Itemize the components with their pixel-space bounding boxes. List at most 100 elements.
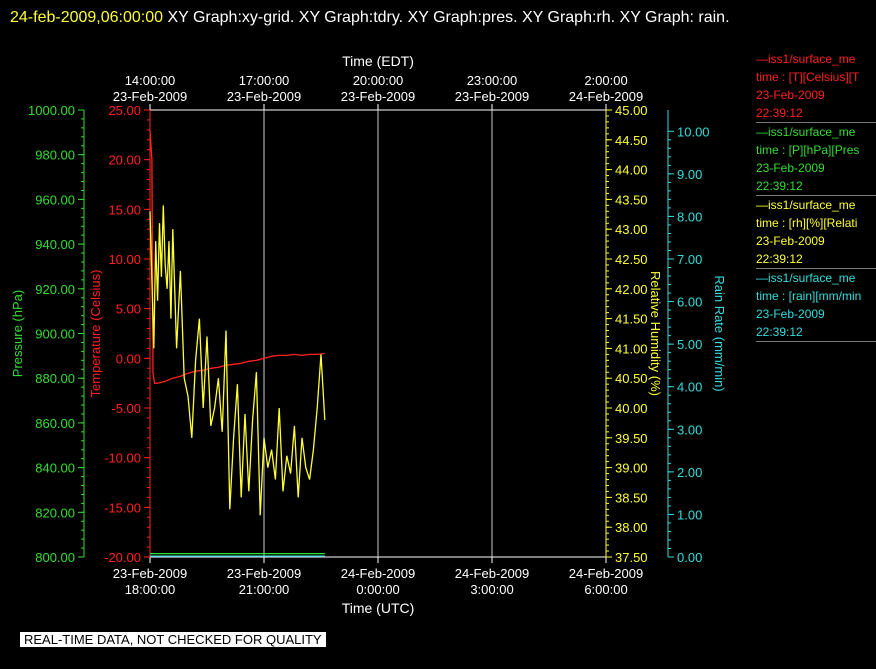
y-tick-label: 42.50	[615, 252, 648, 267]
x-top-tick-date: 23-Feb-2009	[341, 89, 415, 104]
series-line-rh	[149, 205, 326, 516]
x-top-tick-time: 23:00:00	[467, 73, 518, 88]
x-top-tick-time: 14:00:00	[125, 73, 176, 88]
x-top-tick-time: 17:00:00	[239, 73, 290, 88]
y-tick-label: 980.00	[35, 148, 75, 163]
y-tick-label: 44.00	[615, 163, 648, 178]
y-tick-label: 0.00	[677, 550, 702, 565]
y-tick-label: 40.50	[615, 371, 648, 386]
y-tick-label: 40.00	[615, 401, 648, 416]
y-tick-label: 7.00	[677, 252, 702, 267]
y-axis-label: Temperature (Celsius)	[88, 270, 103, 398]
y-tick-label: 880.00	[35, 371, 75, 386]
title-timestamp: 24-feb-2009,06:00:00	[10, 9, 164, 26]
y-tick-label: 39.50	[615, 431, 648, 446]
y-tick-label: -15.00	[104, 500, 141, 515]
y-tick-label: 920.00	[35, 282, 75, 297]
legend-line: time : [rain][mm/min	[756, 289, 862, 303]
x-top-tick-time: 20:00:00	[353, 73, 404, 88]
x-top-tick-time: 2:00:00	[584, 73, 627, 88]
y-tick-label: -10.00	[104, 451, 141, 466]
legend-line: 23-Feb-2009	[756, 88, 825, 102]
y-axis-label: Rain Rate (mm/min)	[712, 275, 727, 391]
x-bottom-tick-date: 24-Feb-2009	[341, 566, 415, 581]
x-top-tick-date: 24-Feb-2009	[569, 89, 643, 104]
series-line-tdry	[149, 129, 325, 384]
y-tick-label: 5.00	[116, 302, 141, 317]
legend-line: 22:39:12	[756, 179, 803, 193]
x-top-tick-date: 23-Feb-2009	[455, 89, 529, 104]
legend-line: time : [rh][%][Relati	[756, 216, 858, 230]
y-tick-label: 41.50	[615, 312, 648, 327]
y-tick-label: 42.00	[615, 282, 648, 297]
y-tick-label: 840.00	[35, 461, 75, 476]
y-axis-label: Relative Humidity (%)	[648, 271, 663, 396]
y-axis-label: Pressure (hPa)	[10, 290, 25, 377]
x-bottom-tick-time: 3:00:00	[470, 582, 513, 597]
y-tick-label: 38.00	[615, 520, 648, 535]
y-tick-label: 1.00	[677, 507, 702, 522]
y-tick-label: 1000.00	[28, 103, 75, 118]
y-tick-label: -5.00	[111, 401, 141, 416]
y-tick-label: 15.00	[108, 202, 141, 217]
legend-line: 23-Feb-2009	[756, 161, 825, 175]
y-tick-label: 0.00	[116, 351, 141, 366]
x-bottom-tick-date: 24-Feb-2009	[569, 566, 643, 581]
legend-line: 22:39:12	[756, 106, 803, 120]
y-tick-label: 900.00	[35, 327, 75, 342]
title-text: XY Graph:xy-grid. XY Graph:tdry. XY Grap…	[167, 9, 730, 26]
y-tick-label: 44.50	[615, 133, 648, 148]
graph-title: 24-feb-2009,06:00:00 XY Graph:xy-grid. X…	[10, 4, 750, 32]
legend-line: 22:39:12	[756, 325, 803, 339]
y-tick-label: 25.00	[108, 103, 141, 118]
x-top-tick-date: 23-Feb-2009	[227, 89, 301, 104]
x-bottom-axis-label: Time (UTC)	[342, 600, 415, 616]
x-top-axis-label: Time (EDT)	[342, 53, 414, 69]
y-tick-label: 43.00	[615, 222, 648, 237]
y-tick-label: 5.00	[677, 337, 702, 352]
y-tick-label: 10.00	[108, 252, 141, 267]
legend-line: —iss1/surface_me	[756, 52, 856, 66]
y-tick-label: 820.00	[35, 505, 75, 520]
x-bottom-tick-time: 6:00:00	[584, 582, 627, 597]
x-bottom-tick-date: 23-Feb-2009	[227, 566, 301, 581]
legend-line: —iss1/surface_me	[756, 271, 856, 285]
y-tick-label: 4.00	[677, 380, 702, 395]
quality-note: REAL-TIME DATA, NOT CHECKED FOR QUALITY	[20, 632, 326, 647]
x-bottom-tick-date: 23-Feb-2009	[113, 566, 187, 581]
y-tick-label: 800.00	[35, 550, 75, 565]
x-top-tick-date: 23-Feb-2009	[113, 89, 187, 104]
x-bottom-tick-date: 24-Feb-2009	[455, 566, 529, 581]
legend-line: 23-Feb-2009	[756, 307, 825, 321]
y-tick-label: 2.00	[677, 465, 702, 480]
y-tick-label: 37.50	[615, 550, 648, 565]
y-tick-label: 39.00	[615, 461, 648, 476]
y-tick-label: 6.00	[677, 295, 702, 310]
y-tick-label: 41.00	[615, 341, 648, 356]
x-bottom-tick-time: 18:00:00	[125, 582, 176, 597]
legend-line: 22:39:12	[756, 252, 803, 266]
y-tick-label: 20.00	[108, 153, 141, 168]
y-tick-label: 3.00	[677, 422, 702, 437]
y-tick-label: 8.00	[677, 209, 702, 224]
y-tick-label: 940.00	[35, 237, 75, 252]
legend-line: time : [T][Celsius][T	[756, 70, 860, 84]
legend-line: —iss1/surface_me	[756, 198, 856, 212]
legend-line: time : [P][hPa][Pres	[756, 143, 860, 157]
y-tick-label: -20.00	[104, 550, 141, 565]
y-tick-label: 960.00	[35, 192, 75, 207]
legend-line: 23-Feb-2009	[756, 234, 825, 248]
y-tick-label: 43.50	[615, 192, 648, 207]
legend-line: —iss1/surface_me	[756, 125, 856, 139]
y-tick-label: 38.50	[615, 490, 648, 505]
x-bottom-tick-time: 0:00:00	[356, 582, 399, 597]
y-tick-label: 45.00	[615, 103, 648, 118]
series-legend: —iss1/surface_me time : [T][Celsius][T 23-…	[756, 50, 876, 342]
y-tick-label: 9.00	[677, 167, 702, 182]
x-bottom-tick-time: 21:00:00	[239, 582, 290, 597]
